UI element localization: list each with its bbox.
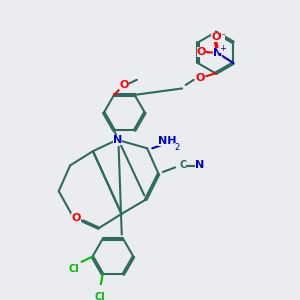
Text: N: N bbox=[213, 48, 222, 58]
Text: Cl: Cl bbox=[94, 292, 105, 300]
Text: O: O bbox=[119, 80, 129, 90]
Text: C: C bbox=[179, 160, 186, 170]
Text: O: O bbox=[211, 32, 220, 42]
Text: O: O bbox=[197, 46, 206, 57]
Text: Cl: Cl bbox=[68, 264, 79, 274]
Text: NH: NH bbox=[158, 136, 176, 146]
Text: 2: 2 bbox=[174, 143, 179, 152]
Text: O: O bbox=[195, 73, 205, 82]
Text: +: + bbox=[219, 44, 226, 53]
Text: N: N bbox=[112, 135, 122, 145]
Text: O: O bbox=[71, 213, 80, 223]
Text: N: N bbox=[195, 160, 204, 170]
Text: -: - bbox=[221, 29, 225, 40]
